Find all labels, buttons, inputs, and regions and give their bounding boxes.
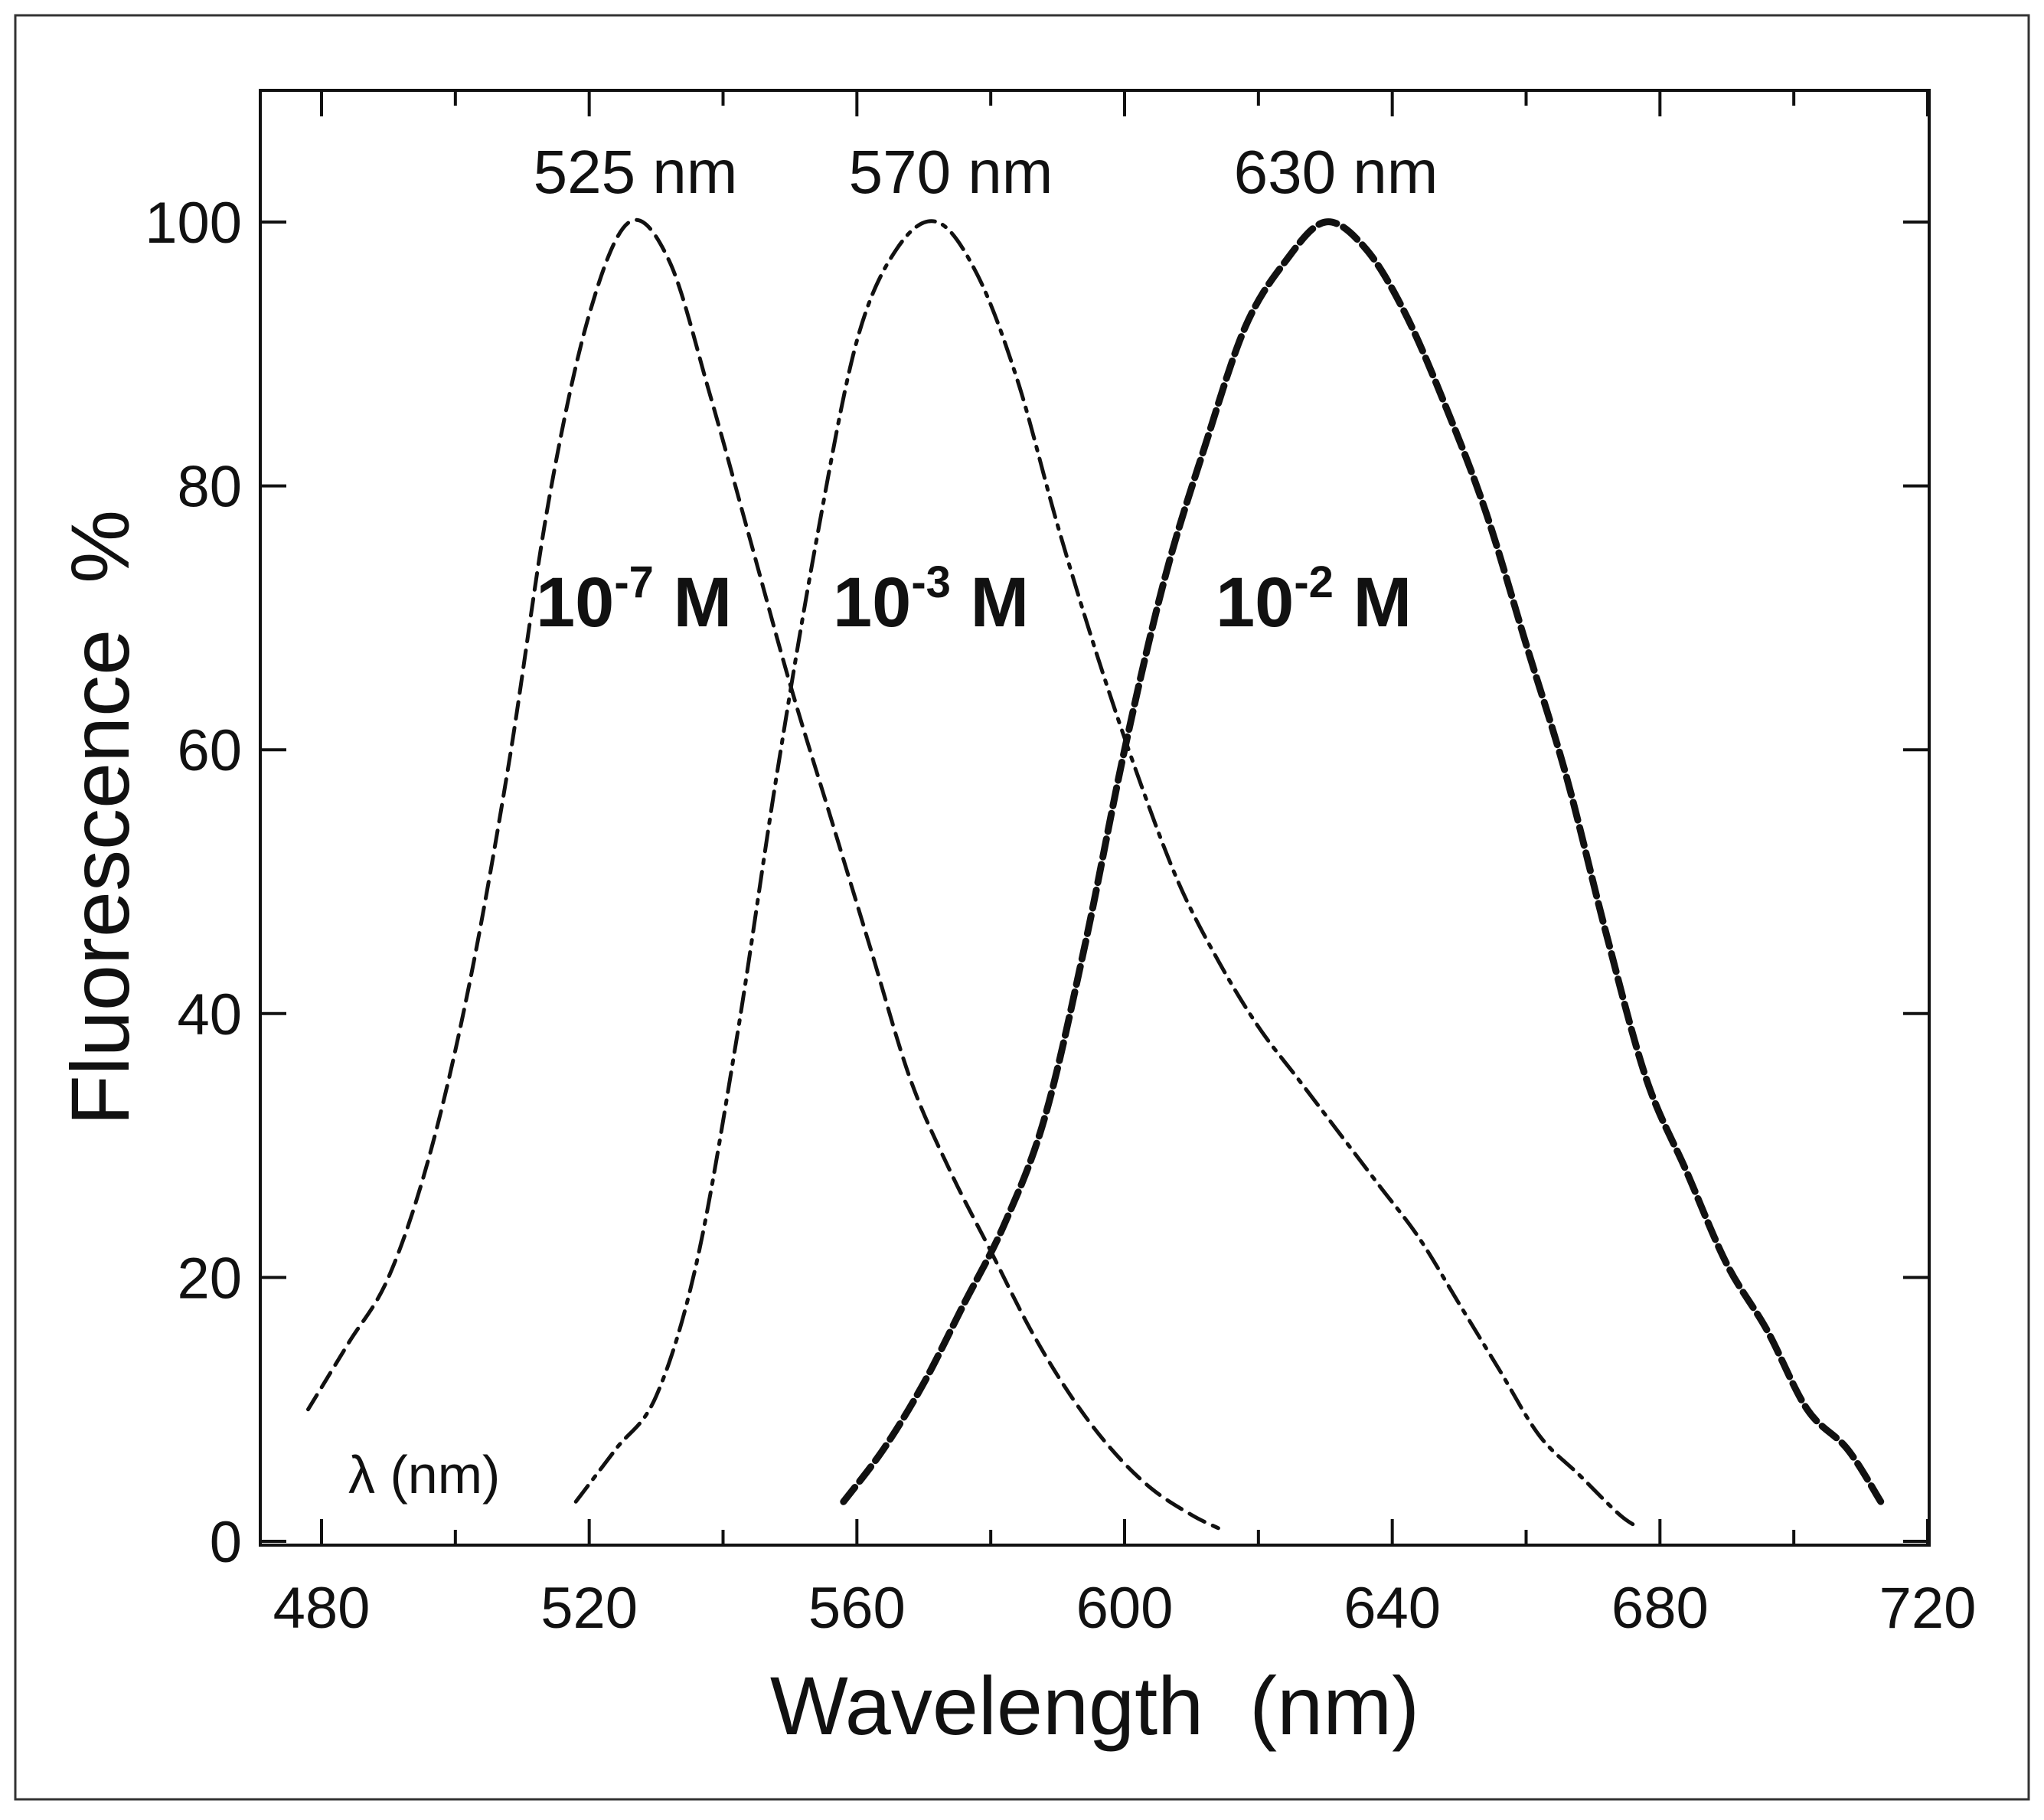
y-tick-label: 60	[177, 718, 242, 783]
figure-frame	[14, 14, 2030, 1801]
series-line-3	[840, 218, 1885, 1505]
y-tick-label: 0	[210, 1510, 242, 1575]
concentration-label-3: 10-2 M	[1216, 557, 1412, 642]
y-axis-title: Fluorescence %	[54, 510, 146, 1126]
concentration-label-2: 10-3 M	[833, 557, 1029, 642]
peak-label-2: 570 nm	[849, 138, 1053, 206]
y-tick-label: 80	[177, 455, 242, 520]
x-tick-label: 480	[273, 1576, 371, 1641]
plot-area	[259, 89, 1931, 1547]
peak-label-3: 630 nm	[1234, 138, 1438, 206]
series-line-2	[573, 219, 1642, 1531]
y-tick-label: 100	[145, 191, 242, 256]
x-tick-label: 560	[808, 1576, 906, 1641]
concentration-label-1: 10-7 M	[536, 557, 732, 642]
y-tick-label: 40	[177, 982, 242, 1047]
peak-label-1: 525 nm	[534, 138, 738, 206]
corner-wavelength-label: λ (nm)	[348, 1445, 500, 1505]
x-axis-title: Wavelength (nm)	[770, 1659, 1419, 1752]
series-layer	[306, 217, 1885, 1531]
x-tick-label: 520	[540, 1576, 638, 1641]
x-tick-label: 640	[1344, 1576, 1441, 1641]
series-line-1	[306, 217, 1220, 1531]
y-tick-label: 20	[177, 1246, 242, 1311]
x-tick-label: 680	[1611, 1576, 1709, 1641]
x-tick-label: 720	[1879, 1576, 1977, 1641]
x-tick-label: 600	[1076, 1576, 1174, 1641]
x-axis-ticks: 480 520 560 600 640 680 720	[273, 90, 1977, 1641]
y-axis-ticks: 0 20 40 60 80 100	[145, 191, 1929, 1575]
annotation-layer: 525 nm 10-7 M 570 nm 10-3 M 630 nm 10-2 M	[534, 138, 1438, 642]
